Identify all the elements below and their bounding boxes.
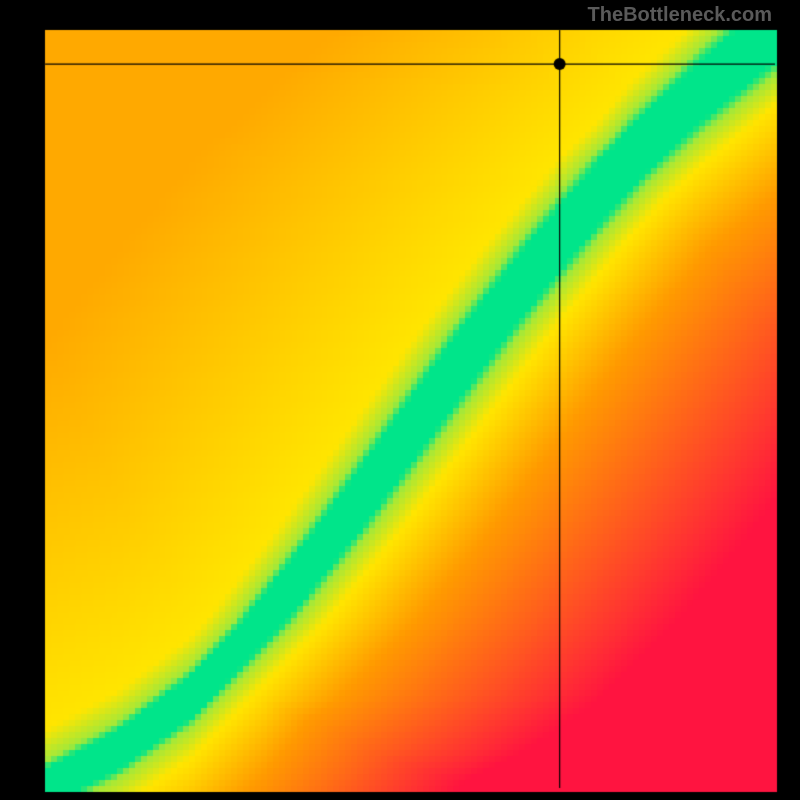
watermark-text: TheBottleneck.com: [588, 4, 772, 27]
crosshair-overlay: [0, 0, 800, 800]
